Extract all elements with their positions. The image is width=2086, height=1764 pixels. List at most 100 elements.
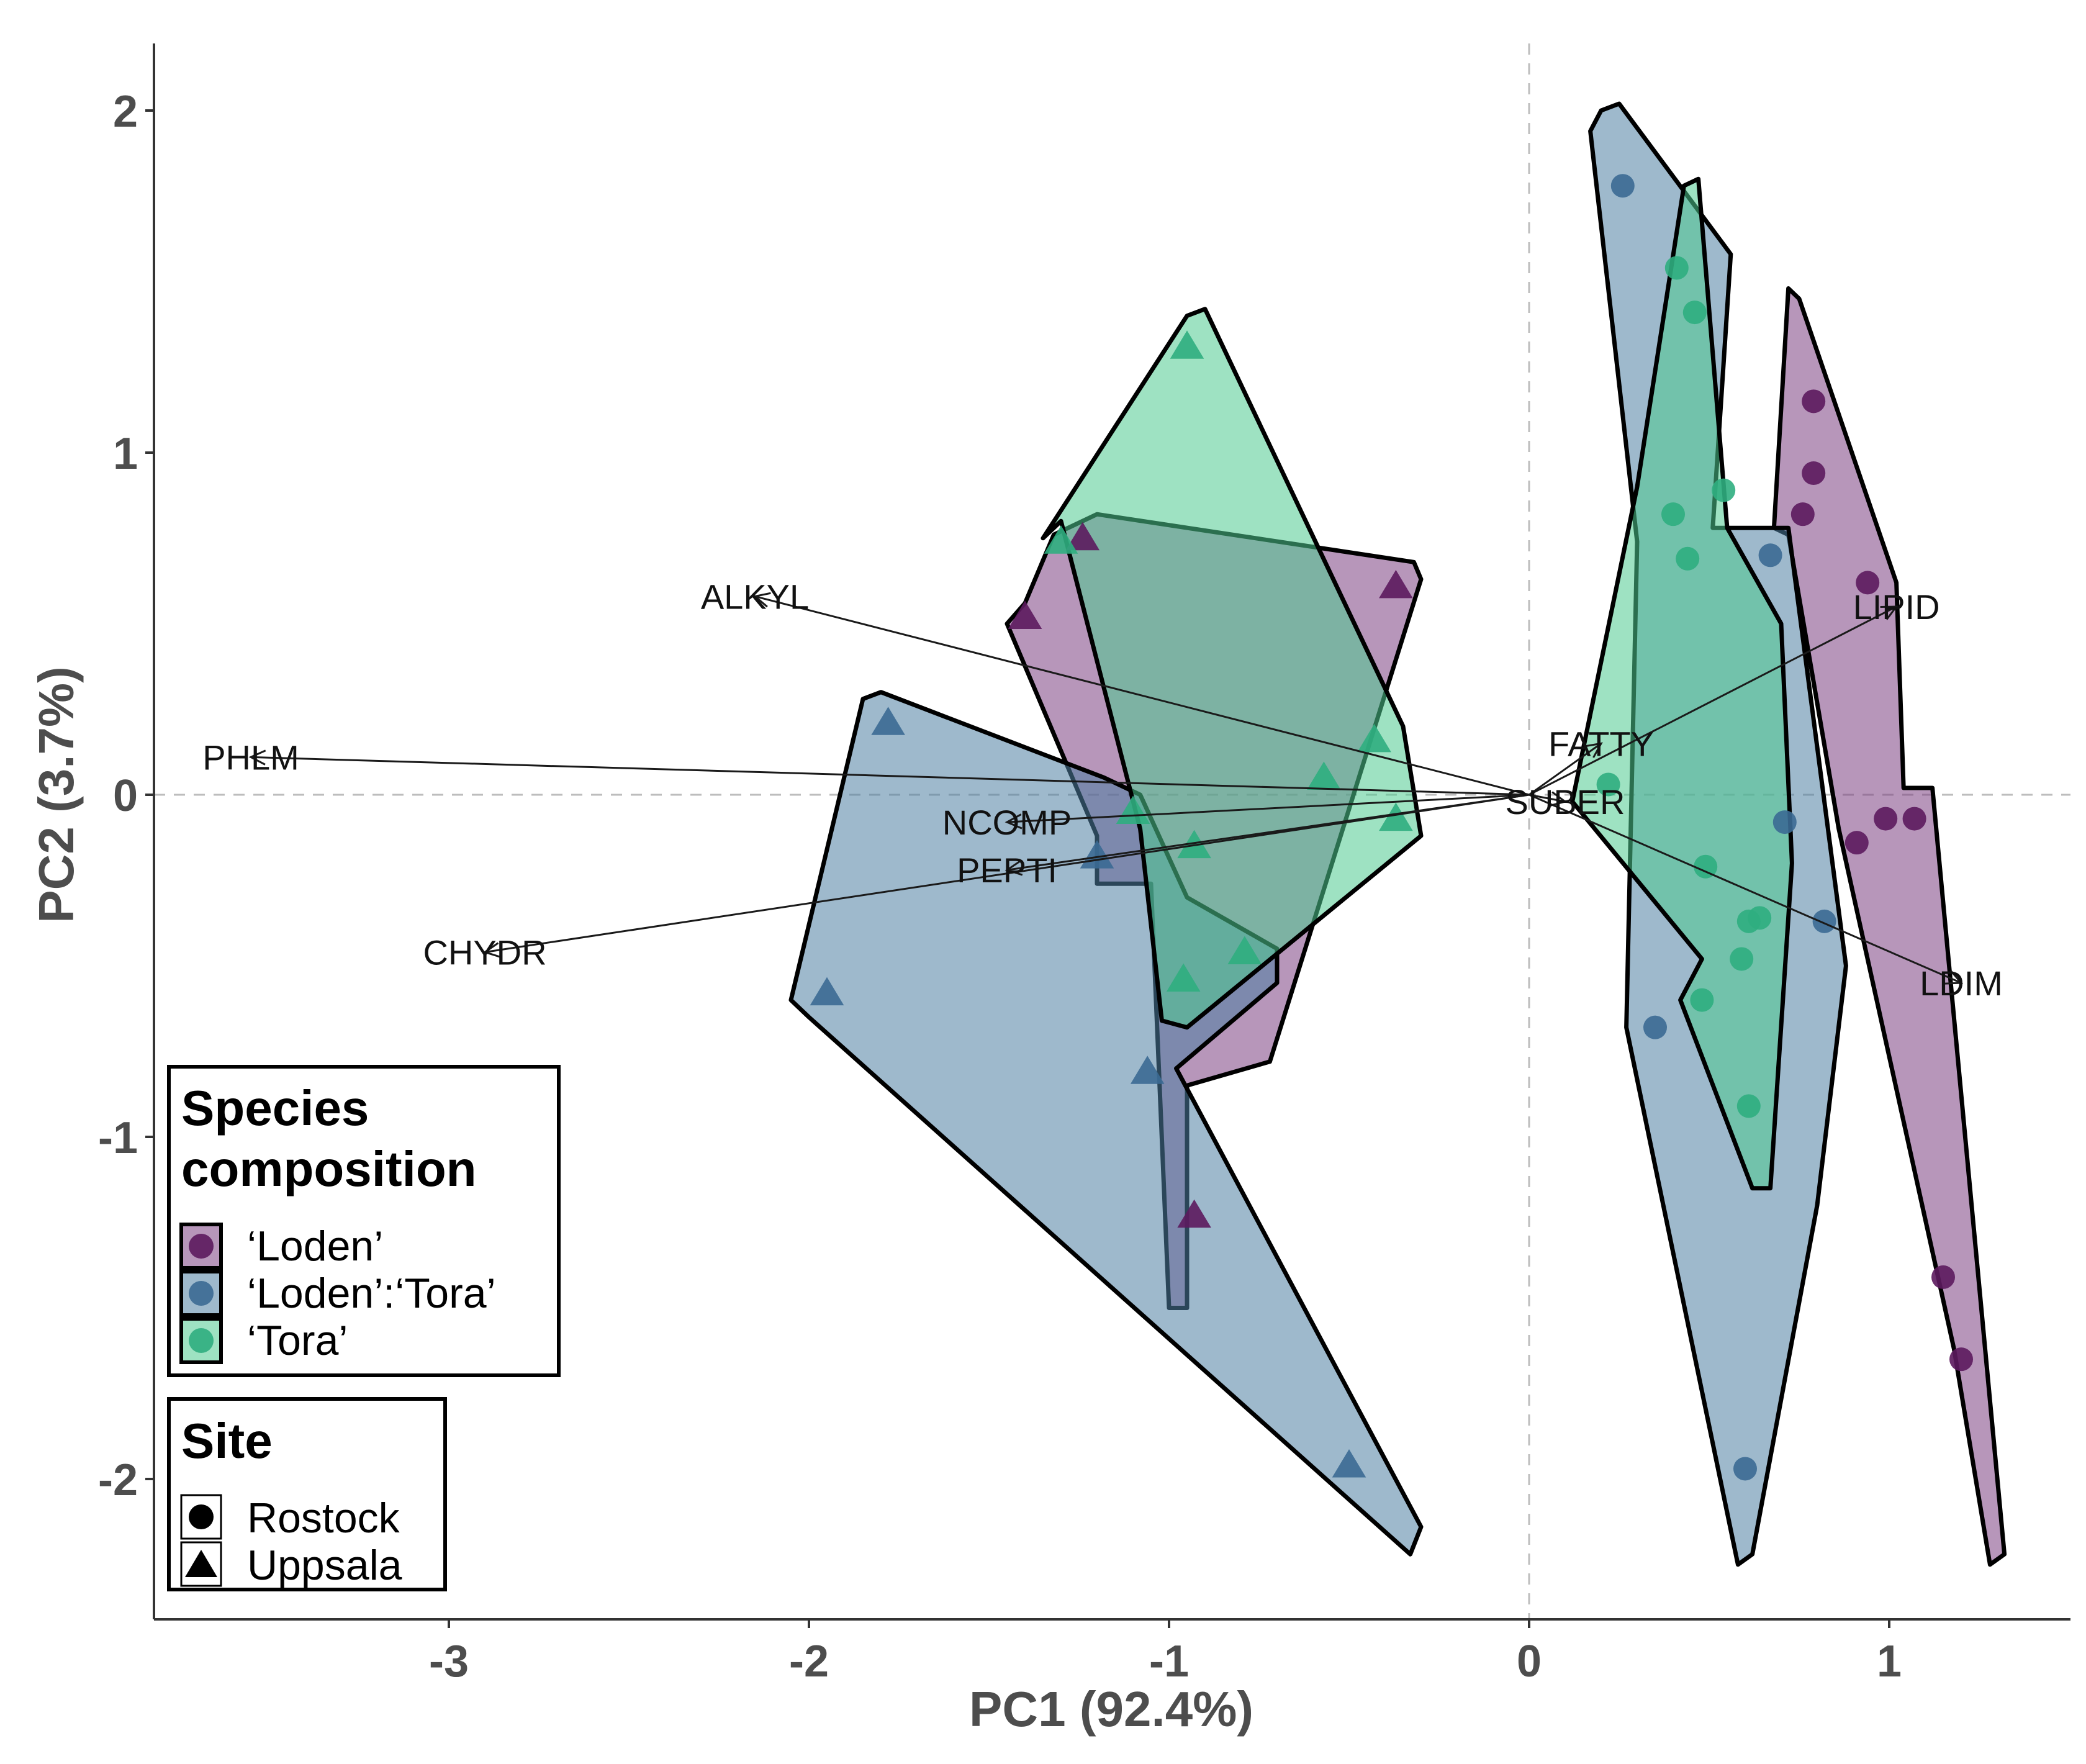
loading-arrowhead-chydr [482, 942, 501, 958]
data-points [810, 174, 1973, 1481]
x-tick-label-1: -2 [789, 1637, 829, 1686]
point-lodentora-rostock-12 [1812, 909, 1836, 933]
x-tick-label-0: -3 [429, 1637, 469, 1686]
point-tora-rostock-24 [1730, 947, 1754, 971]
point-lodentora-uppsala-34 [1332, 1449, 1366, 1478]
point-tora-rostock-16 [1682, 301, 1707, 325]
loading-arrow-fatty [1528, 743, 1602, 796]
legend-loden-circle-icon [189, 1234, 214, 1259]
point-lodentora-rostock-10 [1758, 543, 1782, 568]
loading-arrow-suber [1528, 794, 1566, 803]
point-tora-uppsala-42 [1177, 830, 1211, 859]
point-lodentora-rostock-14 [1733, 1457, 1757, 1481]
legend-species-keys [179, 1223, 223, 1364]
point-loden-rostock-2 [1790, 502, 1815, 527]
legend-entry-loden-label: ‘Loden’ [247, 1223, 383, 1270]
point-tora-rostock-26 [1736, 1094, 1761, 1118]
legend-tora-circle-icon [189, 1328, 214, 1353]
legend-site: Site Rostock Uppsala [167, 1397, 447, 1591]
legend-rostock-circle-icon [189, 1504, 214, 1529]
group-hulls [788, 101, 2007, 1567]
point-loden-rostock-6 [1902, 807, 1926, 831]
legend-entry-tora-label: ‘Tora’ [247, 1317, 348, 1364]
loading-label-ldim: LDIM [1920, 964, 2003, 1003]
x-ticks: -3 -2 -1 0 1 [429, 1619, 1902, 1686]
loading-arrow-alkyl [754, 595, 1530, 796]
loading-label-fatty: FATTY [1548, 724, 1654, 763]
loading-arrow-lipid [1528, 605, 1897, 796]
y-ticks: -2 -1 0 1 2 [98, 87, 154, 1505]
point-loden-uppsala-30 [1177, 1199, 1211, 1228]
loading-label-pepti: PEPTI [957, 851, 1057, 890]
legend-entry-loden-tora-label: ‘Loden’:‘Tora’ [247, 1270, 496, 1317]
legend-entry-uppsala-label: Uppsala [247, 1542, 402, 1589]
loading-label-ncomp: NCOMP [942, 803, 1072, 842]
x-tick-label-3: 0 [1517, 1637, 1542, 1686]
loading-arrow-chydr [484, 794, 1530, 953]
point-loden-rostock-7 [1931, 1265, 1955, 1289]
loading-arrow-phlm [250, 756, 1530, 796]
hull-lodentora-uppsala [788, 690, 1424, 1557]
point-tora-uppsala-38 [1357, 723, 1391, 753]
point-lodentora-uppsala-32 [810, 977, 844, 1006]
loading-arrowhead-fatty [1585, 742, 1603, 758]
y-tick-label-3: 1 [113, 429, 138, 479]
point-loden-rostock-0 [1802, 389, 1826, 414]
point-loden-rostock-3 [1856, 571, 1880, 595]
point-tora-rostock-18 [1661, 502, 1685, 527]
point-loden-rostock-5 [1874, 807, 1898, 831]
point-tora-rostock-20 [1596, 772, 1620, 797]
point-tora-uppsala-39 [1307, 761, 1341, 790]
point-tora-uppsala-36 [1170, 330, 1204, 359]
point-lodentora-uppsala-31 [871, 707, 905, 735]
legend-lodentora-circle-icon [189, 1281, 214, 1306]
legend-species-title-line2: composition [181, 1141, 477, 1196]
point-lodentora-rostock-13 [1643, 1015, 1667, 1039]
loading-label-phlm: PHLM [202, 738, 299, 777]
point-lodentora-rostock-11 [1772, 810, 1797, 835]
loading-labels: ALKYL PHLM NCOMP PEPTI CHYDR FATTY SUBER LIPID L… [202, 577, 2003, 1003]
legend-uppsala-triangle-icon [185, 1550, 217, 1577]
hull-tora-uppsala [1041, 307, 1424, 1030]
hull-tora-rostock [1570, 176, 1794, 1191]
legend-site-title: Site [181, 1413, 273, 1468]
x-axis-title: PC1 (92.4%) [969, 1681, 1253, 1737]
legend-species-box [167, 1065, 561, 1377]
y-tick-label-2: 0 [113, 771, 138, 821]
point-loden-uppsala-29 [1379, 569, 1413, 599]
legend-species: Species composition ‘Loden’ ‘Loden’:‘Tor… [167, 1065, 561, 1377]
point-tora-rostock-17 [1712, 478, 1736, 502]
axes: -3 -2 -1 0 1 -2 -1 0 1 2 [98, 43, 2070, 1686]
loading-label-alkyl: ALKYL [701, 577, 809, 616]
loading-arrowhead-ncomp [1005, 813, 1023, 830]
loading-arrowhead-ldim [1944, 970, 1964, 985]
point-tora-rostock-21 [1694, 854, 1718, 879]
loading-arrowhead-alkyl [752, 592, 771, 608]
y-tick-label-0: -2 [98, 1455, 138, 1505]
point-loden-rostock-8 [1949, 1347, 1973, 1372]
loading-label-suber: SUBER [1506, 782, 1625, 821]
point-tora-rostock-25 [1690, 988, 1714, 1012]
loading-arrowhead-phlm [248, 749, 266, 766]
point-tora-rostock-19 [1676, 546, 1700, 571]
loading-arrowhead-lipid [1880, 605, 1899, 620]
y-tick-label-4: 2 [113, 87, 138, 137]
x-tick-label-4: 1 [1877, 1637, 1902, 1686]
point-tora-rostock-15 [1664, 256, 1689, 280]
point-tora-rostock-23 [1748, 906, 1772, 930]
y-tick-label-1: -1 [98, 1113, 138, 1163]
loading-arrows [248, 592, 1964, 985]
loading-arrowhead-suber [1549, 791, 1568, 807]
point-lodentora-rostock-9 [1610, 174, 1635, 198]
point-loden-uppsala-28 [1065, 522, 1100, 551]
point-loden-uppsala-27 [1008, 600, 1042, 629]
loading-arrowhead-pepti [1005, 860, 1023, 876]
loading-label-lipid: LIPID [1853, 587, 1940, 626]
point-loden-rostock-1 [1802, 461, 1826, 486]
legend-entry-rostock-label: Rostock [247, 1495, 400, 1542]
point-tora-uppsala-44 [1166, 963, 1201, 992]
legend-species-title-line1: Species [181, 1080, 369, 1136]
point-tora-uppsala-37 [1044, 525, 1078, 554]
